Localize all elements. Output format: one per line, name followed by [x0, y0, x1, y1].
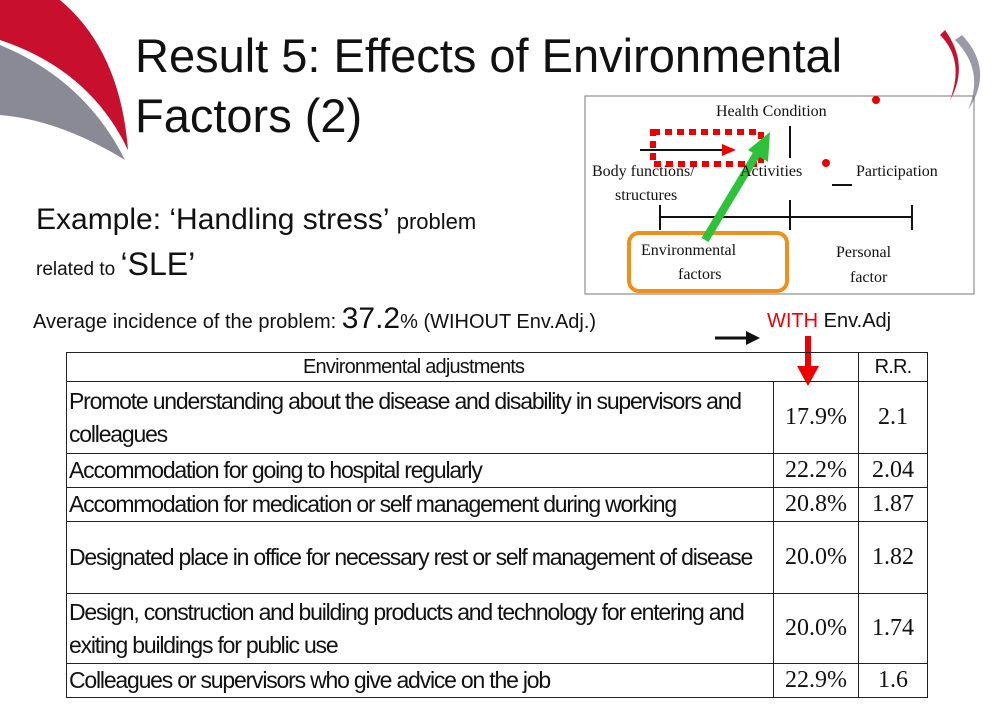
diagram-label: Environmental [641, 242, 737, 259]
green-arrow-head [748, 132, 770, 162]
row: Accommodation for medication or self man… [66, 487, 928, 522]
cell: 1.87 [858, 487, 928, 522]
cell: 2.1 [858, 381, 928, 454]
cell: 2.04 [858, 453, 928, 488]
cell: 1.82 [858, 521, 928, 594]
title-line: Result 5: Effects of Environmental [135, 29, 843, 82]
cell: Designated place in office for necessary… [66, 521, 774, 594]
diagram-label: Participation [856, 163, 938, 180]
dot [822, 159, 830, 167]
cell: 1.74 [858, 593, 928, 664]
related-label: related to [36, 259, 116, 280]
incidence: Average incidence of the problem: 37.2% … [33, 302, 596, 336]
grey-swoosh [0, 45, 125, 160]
cell: Promote understanding about the disease … [66, 381, 774, 454]
red-swoosh [0, 0, 128, 150]
diagram-label: structures [615, 187, 678, 204]
with: WITH [767, 310, 819, 332]
row: Promote understanding about the disease … [66, 381, 928, 454]
red-arc [940, 30, 959, 100]
header-row: Environmental adjustments R.R. [66, 352, 928, 382]
cell: 20.0% [773, 521, 859, 594]
green-arrow [701, 149, 762, 243]
cell: 20.8% [773, 487, 859, 522]
diagram-frame [584, 95, 975, 295]
example: Example: ‘Handling stress’ problem [36, 203, 476, 237]
diagram-label: factor [850, 269, 888, 286]
body-highlight [650, 129, 764, 167]
header-cell: Environmental adjustments [66, 352, 859, 382]
cell: 20.0% [773, 593, 859, 664]
example-main: Example: ‘Handling stress’ [36, 203, 389, 236]
without-label: % (WIHOUT [400, 311, 511, 333]
cell: 1.6 [858, 663, 928, 698]
dot [872, 96, 880, 104]
row: Designated place in office for necessary… [66, 521, 928, 594]
cell: 22.2% [773, 453, 859, 488]
diagram-label: Personal [836, 244, 892, 261]
incidence-value: 37.2 [341, 302, 401, 335]
grey-arc [955, 35, 981, 110]
diagram-label: Body functions/ [592, 163, 695, 180]
title-line: Factors (2) [135, 89, 363, 142]
incidence-label: Average incidence of the problem: [33, 311, 337, 333]
cell: 22.9% [773, 663, 859, 698]
with-label: WITH Env.Adj [767, 310, 891, 333]
cell: Design, construction and building produc… [66, 593, 774, 664]
example-small: problem [396, 209, 477, 234]
cell: Accommodation for going to hospital regu… [66, 453, 774, 488]
topic: ‘SLE’ [120, 246, 196, 282]
cell: 17.9% [773, 381, 859, 454]
with-env: Env.Adj [823, 310, 892, 332]
diagram-label: Activities [740, 163, 803, 180]
row: Design, construction and building produc… [66, 593, 928, 664]
diagram-label: factors [678, 266, 722, 283]
row: Accommodation for going to hospital regu… [66, 453, 928, 488]
related: related to ‘SLE’ [36, 246, 195, 283]
table: Environmental adjustments R.R. Promote un… [66, 352, 928, 698]
diagram-arrows [640, 126, 913, 345]
env-adj: Env.Adj.) [516, 311, 597, 333]
cell: Colleagues or supervisors who give advic… [66, 663, 774, 698]
diagram-label: Health Condition [716, 103, 827, 120]
cell: Accommodation for medication or self man… [66, 487, 774, 522]
row: Colleagues or supervisors who give advic… [66, 663, 928, 698]
header-cell: R.R. [858, 352, 928, 382]
